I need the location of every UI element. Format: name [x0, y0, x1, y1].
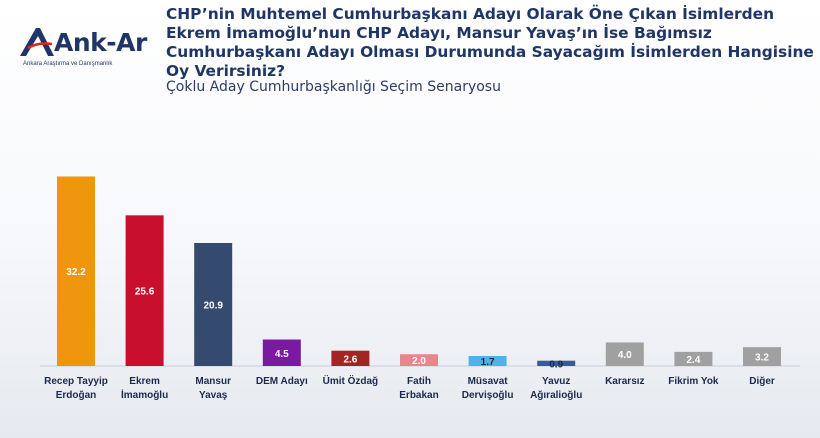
value-label-7: 0.9	[549, 359, 563, 370]
bar-0	[57, 176, 95, 366]
bar-10	[743, 347, 781, 366]
brand-name: Ank-Ar	[54, 28, 147, 57]
value-label-5: 2.0	[412, 356, 426, 367]
category-label-6: Müsavat Dervişoğlu	[462, 376, 514, 401]
value-label-6: 1.7	[481, 357, 495, 368]
ankar-logo: Ank-Ar Ankara Araştırma ve Danışmanlık	[18, 24, 158, 84]
bar-1	[125, 215, 164, 366]
value-label-0: 32.2	[66, 267, 86, 278]
bar-8	[605, 342, 644, 366]
bar-2	[194, 242, 233, 366]
category-label-2: Mansur Yavaş	[195, 376, 231, 401]
brand-tagline: Ankara Araştırma ve Danışmanlık	[23, 61, 113, 67]
category-label-9: Fikrim Yok	[668, 376, 719, 387]
value-labels-group: 32.2 25.6 20.9 4.5 2.6 2.0 1.7 0.9 4.0 2.4 3.2	[66, 267, 769, 370]
category-label-4: Ümit Özdağ	[323, 374, 379, 387]
bar-3	[262, 339, 301, 366]
category-label-10: Diğer	[749, 376, 775, 387]
chart-subtitle: Çoklu Aday Cumhurbaşkanlığı Seçim Senary…	[166, 79, 501, 95]
category-label-5: Fatih Erbakan	[399, 376, 438, 401]
bar-4	[331, 350, 370, 366]
category-label-8: Kararsız	[605, 376, 644, 387]
value-label-4: 2.6	[343, 354, 357, 365]
value-label-2: 20.9	[203, 300, 223, 311]
category-label-0: Recep Tayyip Erdoğan	[44, 376, 108, 401]
value-label-8: 4.0	[618, 350, 632, 361]
category-labels-group: Recep Tayyip Erdoğan Ekrem İmamoğlu Mansur Ya…	[44, 374, 775, 401]
value-label-9: 2.4	[686, 355, 700, 366]
bar-9	[674, 351, 713, 366]
ankar-mark-icon	[20, 28, 54, 56]
bar-7	[537, 360, 576, 366]
bar-5	[400, 354, 438, 366]
chart-title: CHP’nin Muhtemel Cumhurbaşkanı Adayı Ola…	[166, 5, 814, 80]
bars-group	[57, 176, 781, 366]
value-label-3: 4.5	[275, 349, 289, 360]
category-label-1: Ekrem İmamoğlu	[121, 376, 168, 401]
value-label-1: 25.6	[135, 287, 155, 298]
category-label-3: DEM Adayı	[256, 376, 308, 387]
category-label-7: Yavuz Ağıralioğlu	[530, 376, 582, 401]
value-label-10: 3.2	[755, 353, 769, 364]
bar-6	[468, 355, 507, 366]
